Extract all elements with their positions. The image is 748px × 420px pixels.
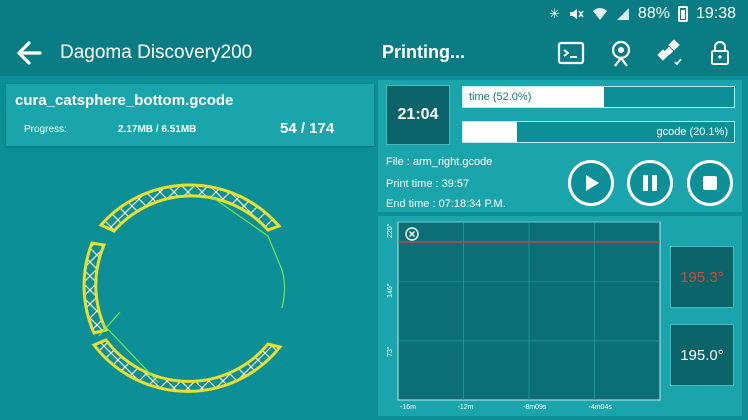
file-name: cura_catsphere_bottom.gcode <box>15 92 234 109</box>
print-status: Printing... <box>382 42 465 62</box>
temperature-panel: 220° 146° 73° -16m -12m -8m09s -4m04s 195.3° 1… <box>378 216 742 416</box>
elapsed-timer: 21:04 <box>386 85 450 145</box>
progress-size: 2.17MB / 6.51MB <box>118 124 197 135</box>
travel-lines <box>98 196 286 383</box>
chart-y-tick-label: 220° <box>386 223 394 238</box>
chart-x-tick-label: -16m <box>400 404 416 411</box>
time-progress-label: time (52.0%) <box>469 91 532 103</box>
gcode-progress-label: gcode (20.1%) <box>656 126 728 138</box>
battery-icon <box>677 6 688 22</box>
temperature-chart: 220° 146° 73° -16m -12m -8m09s -4m04s <box>384 220 662 412</box>
chart-y-tick-label: 73° <box>386 346 394 357</box>
lock-icon[interactable] <box>705 38 735 68</box>
gcode-progress-bar: gcode (20.1%) <box>462 121 735 143</box>
layer-render <box>82 183 286 393</box>
terminal-icon[interactable] <box>556 38 586 68</box>
stop-icon <box>703 176 717 190</box>
signal-icon <box>616 8 629 20</box>
reset-zoom-icon[interactable] <box>405 227 419 241</box>
print-time-line: Print time : 39:57 <box>386 178 470 190</box>
clock: 19:38 <box>695 5 736 22</box>
control-panel: 21:04 time (52.0%) gcode (20.1%) File : … <box>378 80 742 212</box>
current-temperature-value: 195.0° <box>680 346 724 364</box>
back-arrow-icon[interactable] <box>14 38 44 68</box>
battery-percent: 88% <box>637 5 670 22</box>
current-file-line: File : arm_right.gcode <box>386 156 493 168</box>
app-bar: Dagoma Discovery200 Printing... <box>0 30 748 76</box>
chart-x-tick-label: -12m <box>458 404 474 411</box>
time-progress-bar: time (52.0%) <box>462 86 735 108</box>
chart-x-tick-label: -4m04s <box>589 404 613 411</box>
progress-label: Progress: <box>24 124 67 135</box>
stop-button[interactable] <box>687 160 733 206</box>
status-bar: ✳ 88% 19:38 <box>0 0 748 30</box>
play-icon <box>586 175 599 191</box>
target-temperature[interactable]: 195.3° <box>670 246 734 308</box>
gcode-progress-fill <box>463 122 518 142</box>
mute-icon <box>569 9 584 19</box>
pause-button[interactable] <box>627 160 673 206</box>
chart-y-tick-label: 146° <box>386 283 394 298</box>
printer-name: Dagoma Discovery200 <box>60 42 253 63</box>
chart-x-tick-label: -8m09s <box>523 404 547 411</box>
status-icons: ✳ 88% 19:38 <box>549 5 736 23</box>
top-arc-segment <box>98 183 282 233</box>
end-time-line: End time : 07:18:34 P.M. <box>386 198 506 210</box>
bottom-arc-segment <box>91 338 283 393</box>
time-progress-fill <box>463 87 604 107</box>
file-card: cura_catsphere_bottom.gcode Progress: 2.… <box>6 84 374 146</box>
left-arc-segment <box>82 241 109 335</box>
layer-counter: 54 / 174 <box>280 120 335 137</box>
bluetooth-icon: ✳ <box>549 6 560 21</box>
wifi-icon <box>592 8 607 20</box>
target-temperature-value: 195.3° <box>680 268 724 286</box>
satellite-icon[interactable] <box>655 38 685 68</box>
current-temperature[interactable]: 195.0° <box>670 324 734 386</box>
webcam-icon[interactable] <box>606 38 636 68</box>
temperature-chart-svg: 220° 146° 73° -16m -12m -8m09s -4m04s <box>386 221 661 411</box>
play-button[interactable] <box>568 160 614 206</box>
pause-icon <box>643 175 657 191</box>
layer-viewer[interactable] <box>6 150 374 416</box>
